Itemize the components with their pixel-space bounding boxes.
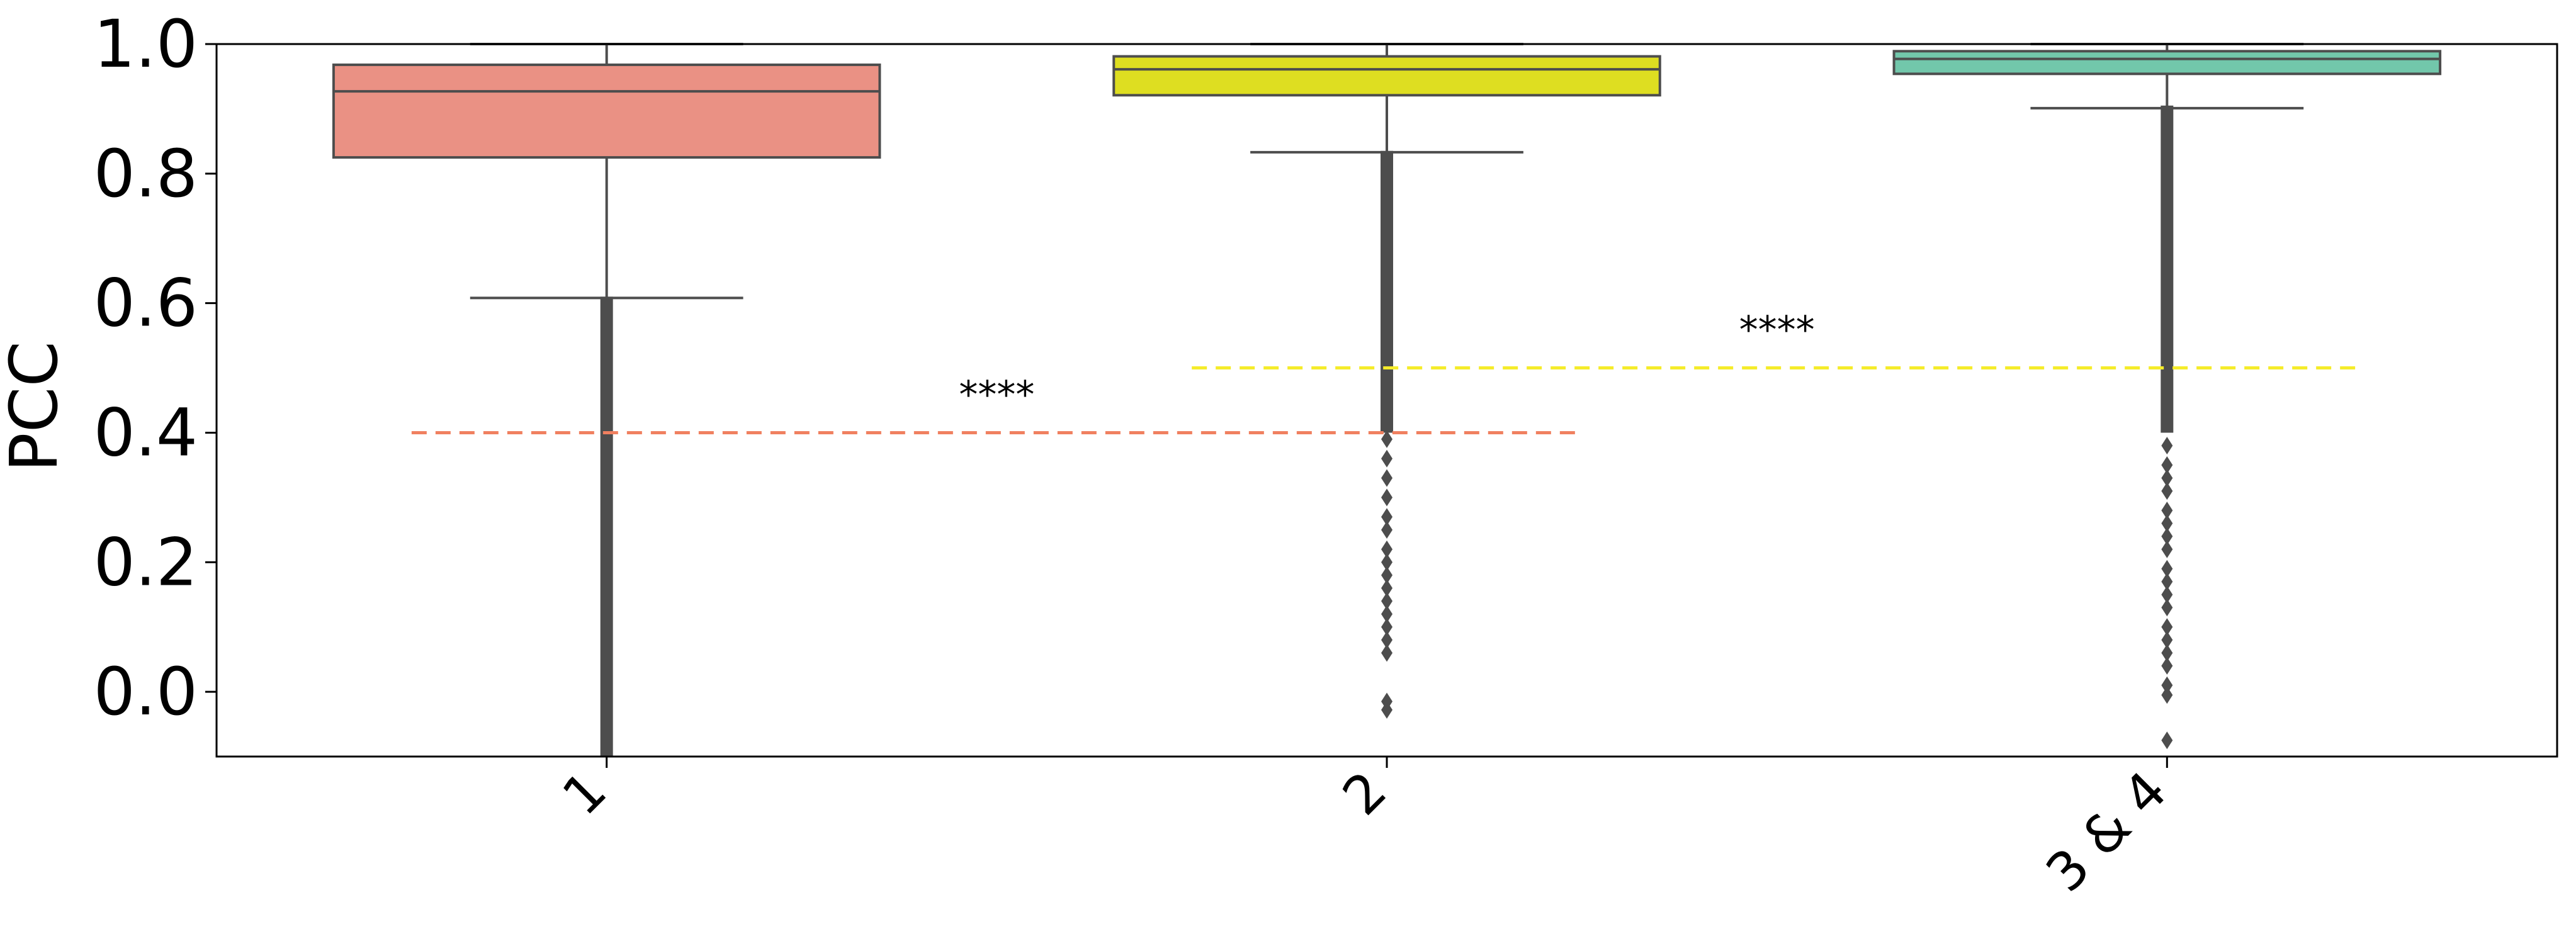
y-tick-label: 0.8	[94, 135, 198, 212]
y-tick-label: 0.4	[94, 394, 198, 471]
y-tick-label: 0.0	[94, 653, 198, 730]
outlier-point	[1381, 450, 1393, 468]
x-tick-label: 1	[551, 760, 618, 827]
significance-label: ****	[959, 373, 1034, 417]
outlier-point	[2161, 437, 2172, 454]
outlier-point	[1381, 521, 1393, 539]
outlier-point	[2161, 686, 2172, 704]
x-tick-label: 2	[1331, 760, 1398, 827]
y-tick-label: 1.0	[94, 6, 198, 82]
plot-area: **** ****	[334, 44, 2440, 757]
box-group-2	[1114, 44, 1660, 719]
outlier-point	[1381, 469, 1393, 487]
box-iqr	[1114, 57, 1660, 96]
box-group-3-4	[1894, 44, 2441, 749]
box-iqr	[1894, 51, 2441, 74]
x-tick-label: 3 & 4	[2035, 760, 2179, 904]
y-axis-title: PCC	[0, 341, 72, 472]
outlier-point	[2161, 541, 2172, 558]
y-tick-label: 0.2	[94, 524, 198, 600]
outlier-point	[1381, 488, 1393, 506]
box-iqr	[334, 65, 880, 157]
outlier-point	[2161, 599, 2172, 616]
outlier-point	[2161, 657, 2172, 675]
significance-label: ****	[1739, 308, 1815, 352]
box-group-1	[334, 44, 880, 757]
outlier-point	[2161, 482, 2172, 500]
outlier-point	[1381, 644, 1393, 662]
y-tick-label: 0.6	[94, 265, 198, 342]
outlier-point	[2161, 731, 2172, 749]
